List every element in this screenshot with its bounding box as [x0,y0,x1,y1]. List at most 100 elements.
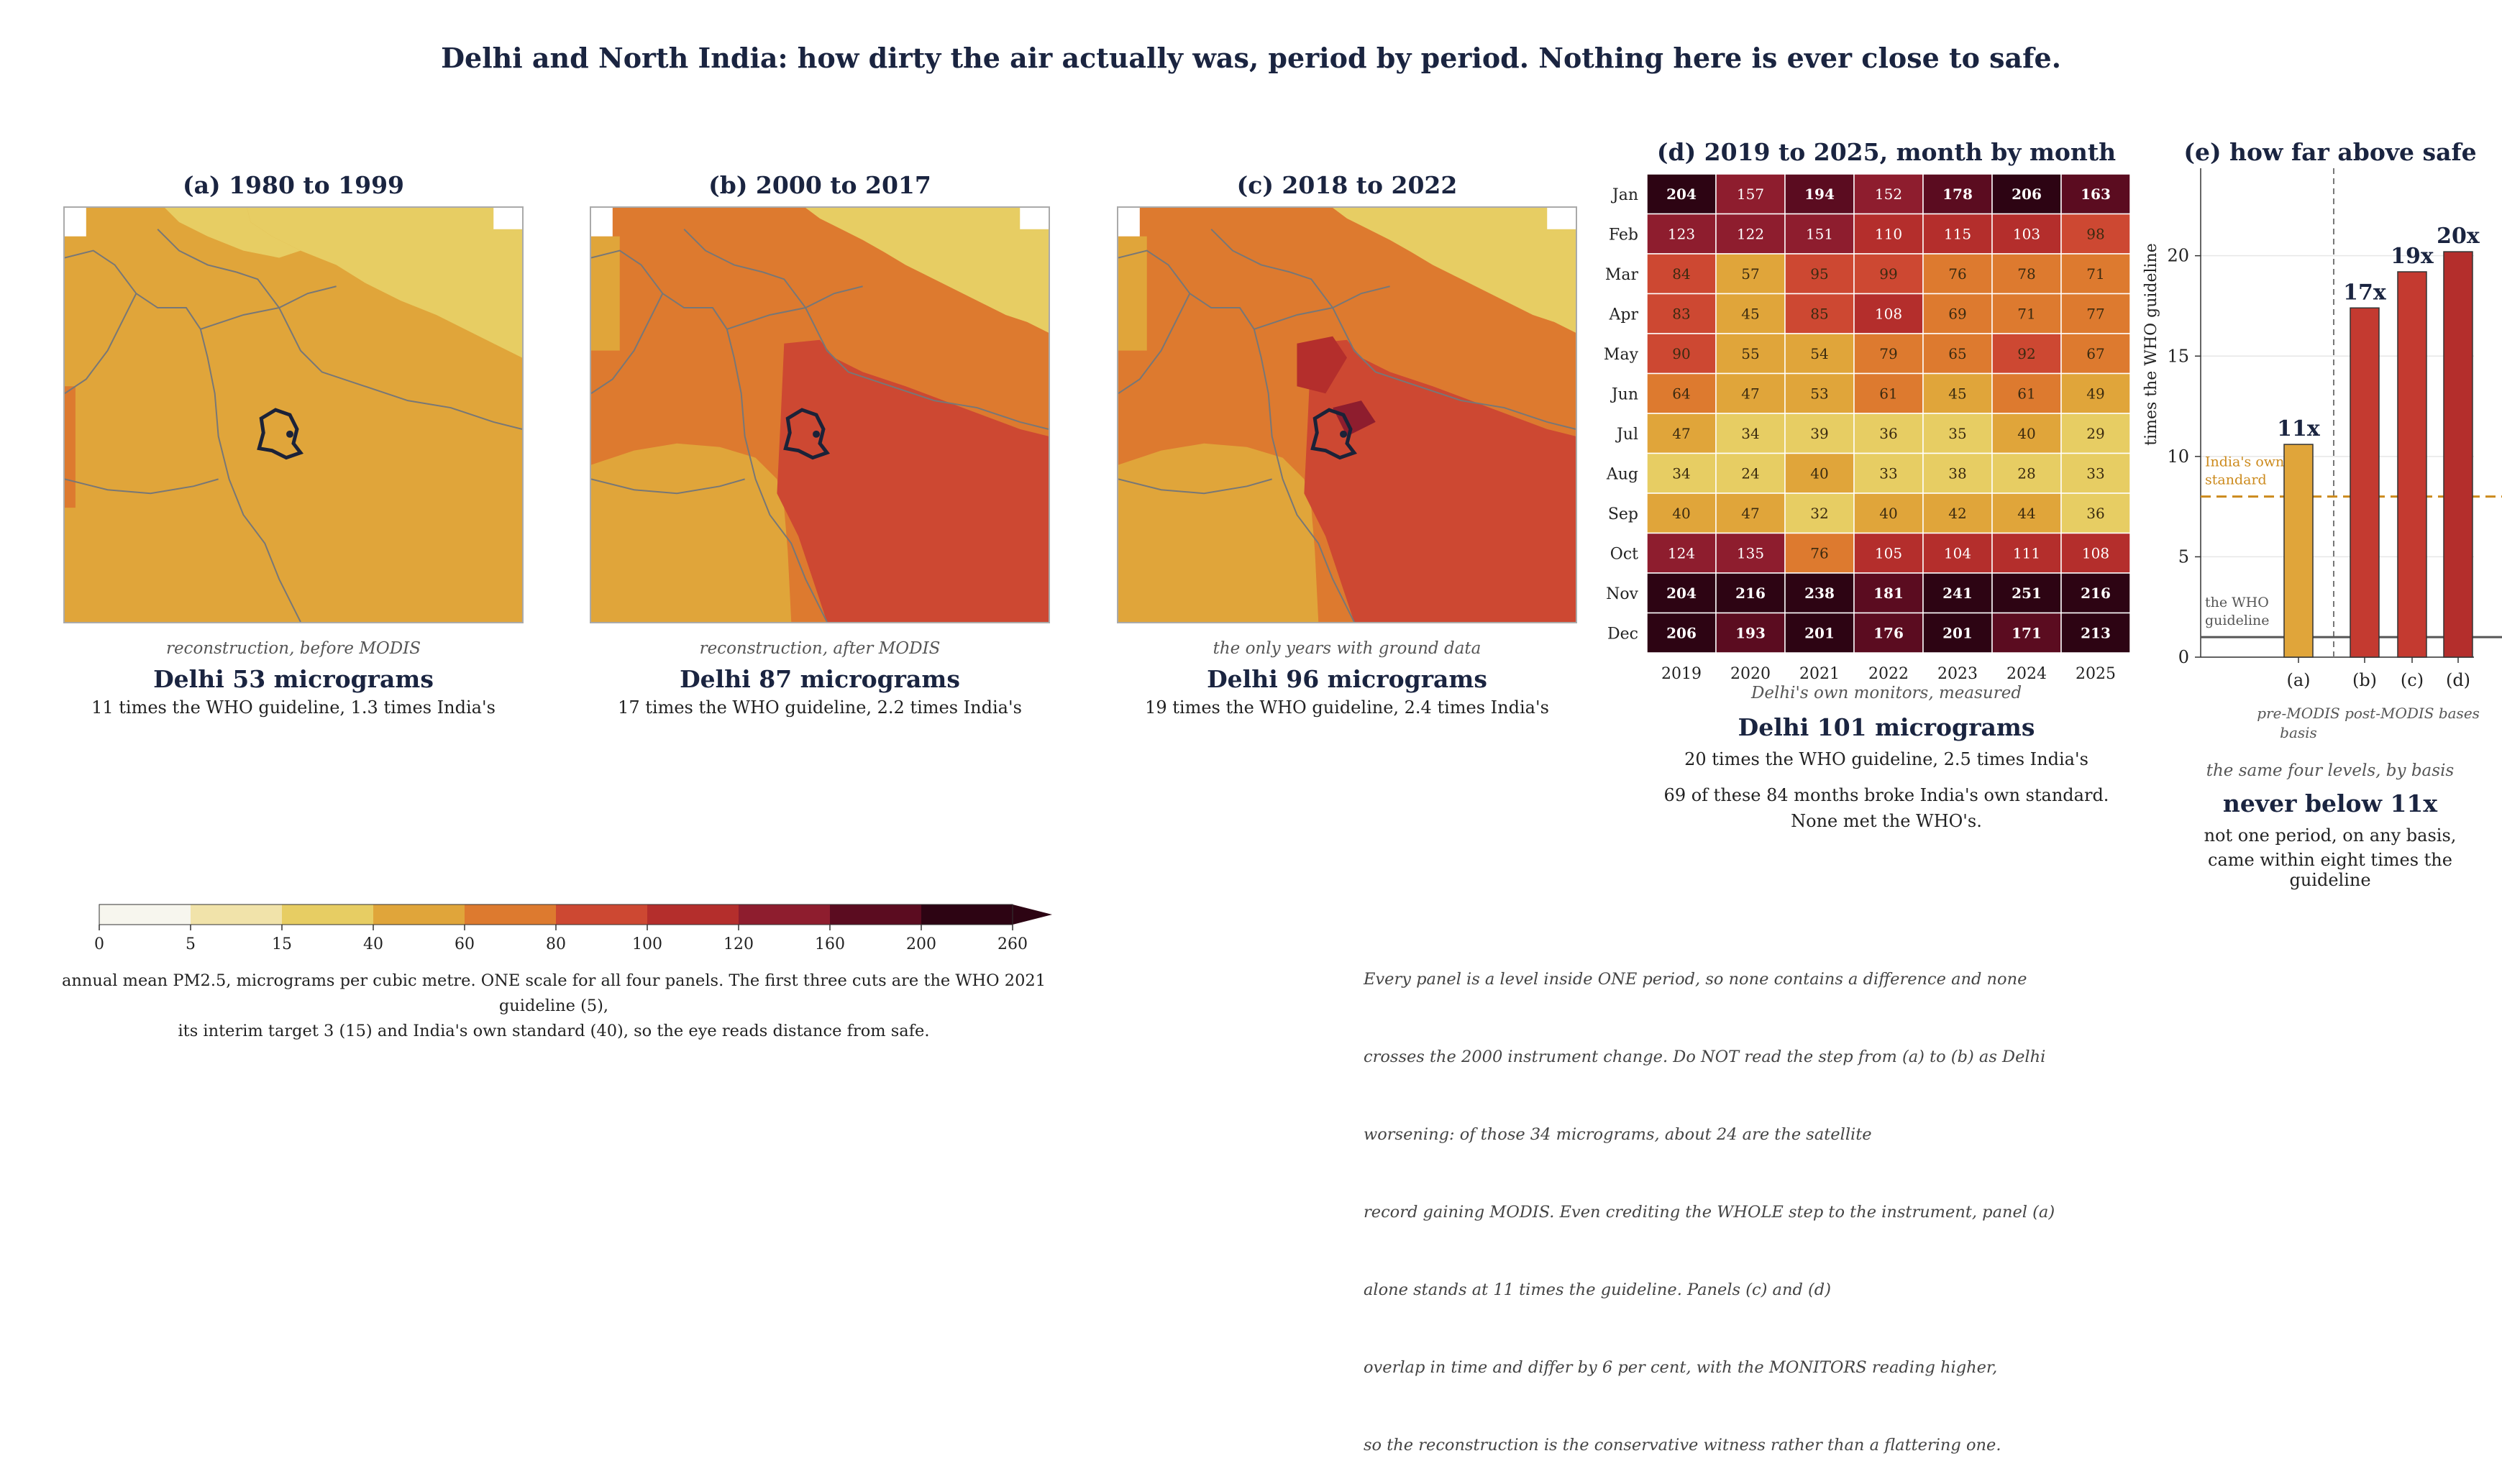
delhi-marker [1340,430,1347,438]
heatmap-cell-label: 64 [1672,385,1690,402]
map-high-region [777,339,1049,622]
heatmap-cell-label: 76 [1948,265,1966,283]
heatmap-cell-label: 124 [1668,544,1695,562]
heatmap-row-label: Feb [1609,226,1638,244]
y-tick-label: 0 [2178,647,2189,667]
panel-c-title: (c) 2018 to 2022 [1236,171,1458,199]
map-panel-c [1117,206,1577,623]
colorbar-description: annual mean PM2.5, micrograms per cubic … [43,968,1064,1044]
state-boundary [1332,307,1576,430]
heatmap-cell [2060,532,2131,574]
x-tick-label: (a) [2286,670,2310,690]
heatmap-cell-label: 71 [2086,265,2104,283]
heatmap-cell-label: 45 [1948,385,1966,402]
map-outside-area [493,208,522,229]
heatmap-cell-label: 213 [2081,624,2111,641]
panel-c-value: Delhi 96 micrograms [1207,665,1487,693]
state-boundary [65,249,301,622]
heatmap-cell-label: 216 [1735,585,1766,602]
colorbar-tick-label: 15 [272,935,292,953]
colorbar-tick-label: 80 [546,935,566,953]
heatmap-cell [1922,612,1993,654]
panel-c-detail: 19 times the WHO guideline, 2.4 times In… [1145,697,1549,718]
panel-e-detail-1: not one period, on any basis, [2204,825,2457,846]
map-outside-area [591,208,613,237]
heatmap-cell [1991,253,2062,295]
india-standard-label: standard [2205,472,2267,488]
heatmap-cell-label: 95 [1810,265,1828,283]
heatmap-cell [1991,612,2062,654]
heatmap-cell-label: 44 [2017,505,2035,522]
heatmap-cell-label: 32 [1810,505,1828,522]
heatmap-cell [1715,333,1786,375]
colorbar-extension [1013,904,1052,925]
map-south-west-region [1118,443,1319,622]
heatmap-cell [1922,173,1993,215]
heatmap-cell [1853,372,1924,414]
heatmap-cell-label: 193 [1735,624,1766,641]
heatmap-row-label: Oct [1610,545,1638,563]
basis-label: basis [2280,724,2317,741]
heatmap-cell [1853,532,1924,574]
heatmap-cell-label: 108 [2082,544,2109,562]
panel-d-detail: 20 times the WHO guideline, 2.5 times In… [1684,749,2088,769]
map-b-svg [591,208,1049,622]
heatmap-cell [1784,372,1855,414]
heatmap-cell [2060,213,2131,255]
heatmap-cell-label: 157 [1737,186,1764,203]
heatmap-cell-label: 36 [2086,505,2104,522]
y-tick-label: 15 [2167,346,2189,366]
y-axis-label: times the WHO guideline [2142,243,2160,446]
x-tick-label: (c) [2401,670,2424,690]
state-boundary [591,478,745,495]
colorbar-tick-label: 5 [186,935,196,953]
bar-value-label: 19x [2391,244,2434,269]
heatmap-cell [1646,333,1717,375]
heatmap-cell-label: 24 [1741,464,1759,482]
heatmap-row-label: Jun [1610,385,1638,403]
heatmap-cell [1715,372,1786,414]
colorbar-segment [556,904,647,925]
panel-b-title: (b) 2000 to 2017 [708,171,931,199]
map-outside-area [65,208,86,237]
heatmap-column-label: 2019 [1661,665,1702,683]
heatmap-cell-label: 103 [2013,225,2040,242]
heatmap-cell-label: 151 [1806,225,1833,242]
heatmap-cell [1646,612,1717,654]
heatmap-cell [1853,452,1924,494]
heatmap-cell-label: 115 [1944,225,1971,242]
colorbar-tick-label: 60 [455,935,475,953]
colorbar-tick-label: 120 [723,935,754,953]
heatmap-cell [1784,532,1855,574]
heatmap-cell [1715,173,1786,215]
state-boundary [683,229,763,273]
delhi-outline [1310,408,1358,460]
heatmap-cell-label: 171 [2012,624,2042,641]
footnote-line: alone stands at 11 times the guideline. … [1364,1281,1831,1299]
map-a-svg [65,208,522,622]
heatmap-cell [1646,572,1717,614]
map-low-region [1333,208,1576,333]
delhi-outline [783,408,831,460]
colorbar-segment [647,904,739,925]
colorbar-description-line-2: its interim target 3 (15) and India's ow… [178,1022,930,1040]
heatmap-chart: 204 157 194 152 178 206 163 Jan 123 122 151 110 115 1… [1604,173,2131,683]
map-edge-region [65,386,76,508]
heatmap-cell [1991,173,2062,215]
heatmap-cell [1991,333,2062,375]
heatmap-column-label: 2024 [2006,665,2047,683]
heatmap-cell [1715,572,1786,614]
heatmap-row-label: Aug [1606,465,1638,483]
panel-e-title: (e) how far above safe [2183,138,2477,166]
heatmap-cell-label: 123 [1668,225,1695,242]
heatmap-cell [1991,452,2062,494]
colorbar-tick-label: 260 [997,935,1028,953]
colorbar-segment [99,904,191,925]
heatmap-row-label: Dec [1607,625,1638,643]
heatmap-cell-label: 67 [2086,345,2104,362]
heatmap-cell [1922,532,1993,574]
map-outside-area [1118,208,1140,237]
heatmap-cell [1853,213,1924,255]
heatmap-cell [1646,213,1717,255]
colorbar-segment [373,904,465,925]
